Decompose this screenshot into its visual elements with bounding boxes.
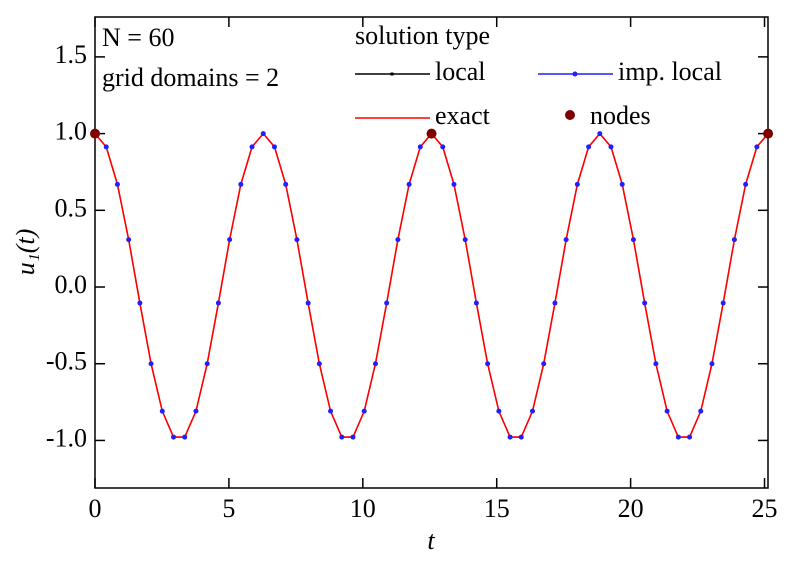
data-point [675, 434, 681, 440]
data-point [417, 144, 423, 150]
data-point [406, 181, 412, 187]
data-point [586, 144, 592, 150]
x-tick-label: 25 [752, 494, 778, 523]
data-point [731, 237, 737, 243]
legend-marker [572, 71, 578, 77]
series-line [94, 132, 769, 438]
data-point [507, 434, 513, 440]
data-point [518, 434, 524, 440]
data-point [608, 144, 614, 150]
data-point [754, 144, 760, 150]
y-tick-label: 0.0 [55, 270, 88, 299]
data-point [316, 361, 322, 367]
series-line [94, 132, 769, 438]
data-point [159, 408, 165, 414]
data-point [238, 181, 244, 187]
legend-marker [390, 72, 394, 76]
data-point [440, 144, 446, 150]
annotation: grid domains = 2 [102, 63, 279, 92]
data-point [541, 361, 547, 367]
data-point [462, 237, 468, 243]
data-point [126, 237, 132, 243]
data-point [372, 361, 378, 367]
data-point [664, 408, 670, 414]
data-point [227, 237, 233, 243]
y-tick-label: 1.0 [55, 117, 88, 146]
data-point [182, 434, 188, 440]
data-point [763, 128, 774, 139]
y-tick-label: -0.5 [46, 347, 87, 376]
annotation: N = 60 [102, 23, 174, 52]
data-point [698, 408, 704, 414]
data-point [653, 361, 659, 367]
data-point [260, 131, 266, 137]
data-point [687, 434, 693, 440]
data-point [215, 300, 221, 306]
data-point [619, 181, 625, 187]
data-point [137, 300, 143, 306]
data-point [451, 181, 457, 187]
y-axis-label: u₁(t) [11, 229, 40, 276]
data-point [204, 361, 210, 367]
data-point [529, 408, 535, 414]
x-tick-label: 0 [89, 494, 102, 523]
x-tick-label: 20 [618, 494, 644, 523]
data-point [720, 300, 726, 306]
data-point [630, 237, 636, 243]
plot-frame [94, 16, 769, 489]
x-tick-label: 15 [484, 494, 510, 523]
data-point [148, 361, 154, 367]
data-point [103, 144, 109, 150]
data-point [249, 144, 255, 150]
x-axis-label: t [427, 526, 435, 555]
legend-title: solution type [355, 21, 490, 50]
x-tick-label: 10 [350, 494, 376, 523]
data-point [426, 128, 437, 139]
data-point [305, 300, 311, 306]
legend-label: nodes [590, 101, 651, 130]
data-point [114, 181, 120, 187]
data-point [90, 128, 100, 139]
series-line [94, 132, 769, 438]
data-point [193, 408, 199, 414]
data-point [328, 408, 334, 414]
legend-label: exact [435, 101, 491, 130]
y-tick-label: 0.5 [55, 193, 88, 222]
data-point [485, 361, 491, 367]
data-point [339, 434, 345, 440]
y-tick-label: 1.5 [55, 40, 88, 69]
data-point [283, 181, 289, 187]
data-point [350, 434, 356, 440]
data-point [552, 300, 558, 306]
y-tick-label: -1.0 [46, 423, 87, 452]
legend-label: local [435, 57, 486, 86]
data-point [294, 237, 300, 243]
data-point [473, 300, 479, 306]
data-point [574, 181, 580, 187]
data-point [384, 300, 390, 306]
data-point [171, 434, 177, 440]
data-point [395, 237, 401, 243]
data-point [642, 300, 648, 306]
data-point [597, 131, 603, 137]
data-point [709, 361, 715, 367]
data-point [361, 408, 367, 414]
legend-label: imp. local [618, 57, 722, 86]
data-point [743, 181, 749, 187]
data-point [271, 144, 277, 150]
x-tick-label: 5 [222, 494, 235, 523]
legend-marker [565, 110, 575, 120]
data-point [563, 237, 569, 243]
data-point [496, 408, 502, 414]
